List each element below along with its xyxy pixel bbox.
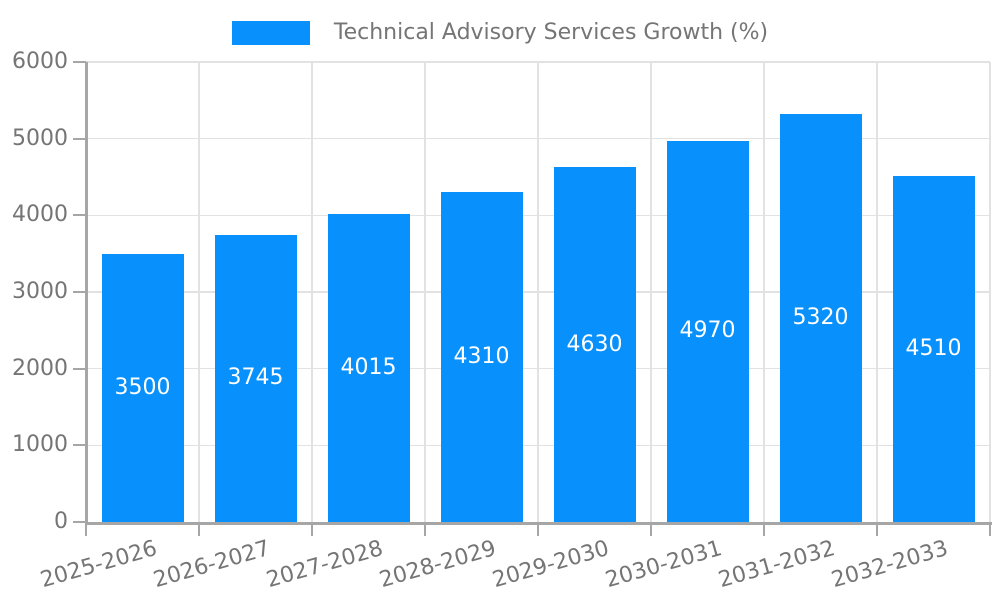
bar <box>779 114 862 522</box>
y-axis-tick <box>73 291 86 293</box>
gridline-vertical <box>989 62 991 522</box>
bar <box>327 214 410 522</box>
bar-value-label: 4970 <box>679 318 736 344</box>
bar <box>553 167 636 522</box>
gridline-vertical <box>311 62 313 522</box>
x-axis-tick <box>311 524 313 536</box>
y-axis-tick <box>73 367 86 370</box>
y-tick-label: 1000 <box>12 432 68 458</box>
x-axis-tick <box>537 524 539 536</box>
bar-value-label: 4310 <box>453 343 510 369</box>
y-tick-label: 3000 <box>12 279 68 304</box>
y-tick-label: 6000 <box>12 49 68 74</box>
y-axis-tick <box>73 137 86 140</box>
bar-value-label: 4015 <box>340 355 397 381</box>
legend-series-label: Technical Advisory Services Growth (%) <box>333 20 769 45</box>
x-axis-tick <box>876 524 878 536</box>
bar <box>101 253 184 522</box>
bar-value-label: 5320 <box>792 305 849 331</box>
y-axis-tick <box>73 61 86 63</box>
gridline-vertical <box>198 62 200 522</box>
bar-value-label: 3500 <box>114 374 171 400</box>
bar-value-label: 4630 <box>566 331 623 357</box>
bar <box>666 140 749 522</box>
y-axis-line <box>84 62 88 525</box>
x-axis-tick <box>650 524 652 536</box>
x-axis-line <box>84 522 992 525</box>
y-tick-label: 4000 <box>12 202 68 228</box>
bar <box>892 176 975 522</box>
x-axis-tick <box>763 524 765 536</box>
x-axis-tick <box>989 524 991 536</box>
bar <box>214 234 297 522</box>
gridline-vertical <box>424 62 426 522</box>
gridline-vertical <box>650 62 652 522</box>
y-tick-label: 2000 <box>12 355 68 381</box>
bar-value-label: 3745 <box>227 365 284 391</box>
x-axis-tick <box>85 524 87 536</box>
y-tick-label: 0 <box>54 509 68 534</box>
y-axis-tick <box>73 444 86 447</box>
y-axis-tick <box>73 214 86 217</box>
gridline-vertical <box>537 62 539 522</box>
y-axis-tick <box>73 521 86 523</box>
bar <box>440 191 523 522</box>
legend-swatch <box>231 20 310 45</box>
bar-value-label: 4510 <box>905 336 962 362</box>
gridline-vertical <box>763 62 765 522</box>
gridline-vertical <box>876 62 878 522</box>
x-axis-tick <box>198 524 200 536</box>
legend: Technical Advisory Services Growth (%) <box>0 20 1000 45</box>
y-tick-label: 5000 <box>12 125 68 151</box>
x-axis-tick <box>424 524 426 536</box>
